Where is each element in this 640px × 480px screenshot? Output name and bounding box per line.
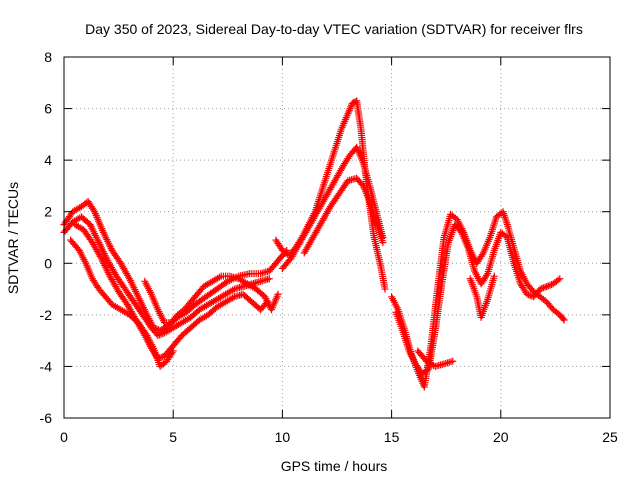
- chart-title: Day 350 of 2023, Sidereal Day-to-day VTE…: [85, 21, 583, 37]
- data-point: [345, 106, 353, 114]
- data-point: [541, 283, 549, 291]
- series-track-7: [278, 143, 387, 272]
- data-point: [125, 273, 133, 281]
- data-point: [89, 206, 97, 214]
- series-track-3: [71, 221, 271, 363]
- data-point: [347, 103, 355, 111]
- x-tick-label: 25: [602, 429, 618, 445]
- data-point: [381, 285, 389, 293]
- y-axis-label: SDTVAR / TECUs: [5, 182, 21, 294]
- data-point: [544, 282, 552, 290]
- data-point: [528, 292, 536, 300]
- y-tick-label: -6: [40, 410, 53, 426]
- data-point: [274, 290, 282, 298]
- x-tick-label: 20: [493, 429, 509, 445]
- series-track-1: [60, 197, 291, 334]
- data-point: [560, 316, 568, 324]
- data-point: [156, 331, 164, 339]
- data-point: [345, 108, 353, 116]
- y-tick-label: 8: [44, 49, 52, 65]
- series-track-2: [60, 213, 273, 339]
- data-point: [379, 239, 387, 247]
- data-point: [168, 349, 176, 357]
- x-axis-label: GPS time / hours: [281, 458, 388, 474]
- data-point: [159, 330, 167, 338]
- y-tick-label: 2: [44, 204, 52, 220]
- data-point: [96, 252, 104, 260]
- data-point: [554, 276, 562, 284]
- data-point: [169, 347, 177, 355]
- grid-lines: [64, 57, 610, 418]
- data-point: [344, 110, 352, 118]
- x-tick-label: 5: [169, 429, 177, 445]
- x-tick-label: 10: [275, 429, 291, 445]
- data-point: [543, 282, 551, 290]
- series-track-5: [141, 272, 282, 327]
- data-points: [60, 97, 568, 391]
- y-tick-label: 0: [44, 255, 52, 271]
- data-point: [538, 284, 546, 292]
- data-point: [346, 105, 354, 113]
- data-point: [539, 284, 547, 292]
- y-tick-label: 4: [44, 152, 52, 168]
- y-tick-label: 6: [44, 101, 52, 117]
- data-point: [556, 275, 564, 283]
- x-tick-label: 0: [60, 429, 68, 445]
- data-point: [559, 315, 567, 323]
- plot-frame: [63, 56, 611, 419]
- data-point: [157, 330, 165, 338]
- series-track-4: [67, 236, 177, 370]
- data-point: [523, 290, 531, 298]
- data-point: [525, 291, 533, 299]
- series-track-8: [300, 174, 387, 257]
- data-point: [483, 271, 491, 279]
- axis-ticks: 0 5 10 15 20 25 -6 -4 -2 0 2 4 6 8: [40, 49, 618, 445]
- data-point: [265, 275, 273, 283]
- data-point: [157, 353, 165, 361]
- y-tick-label: -2: [40, 307, 53, 323]
- series-track-10: [392, 221, 564, 378]
- data-point: [478, 251, 486, 259]
- y-tick-label: -4: [40, 358, 53, 374]
- series-track-11: [414, 347, 457, 370]
- data-point: [490, 272, 498, 280]
- data-point: [449, 357, 457, 365]
- series-track-12: [466, 272, 498, 321]
- x-tick-label: 15: [384, 429, 400, 445]
- data-point: [154, 331, 162, 339]
- data-point: [536, 285, 544, 293]
- data-point: [546, 281, 554, 289]
